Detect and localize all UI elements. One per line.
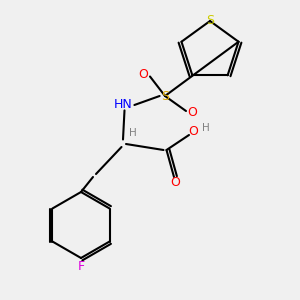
Text: O: O [171, 176, 180, 190]
Text: O: O [188, 106, 197, 119]
Text: O: O [188, 124, 198, 138]
Text: F: F [77, 260, 85, 273]
Text: S: S [206, 14, 214, 28]
Text: HN: HN [114, 98, 132, 112]
Text: H: H [129, 128, 136, 138]
Text: S: S [161, 89, 169, 103]
Text: H: H [202, 123, 209, 133]
Text: O: O [139, 68, 148, 82]
